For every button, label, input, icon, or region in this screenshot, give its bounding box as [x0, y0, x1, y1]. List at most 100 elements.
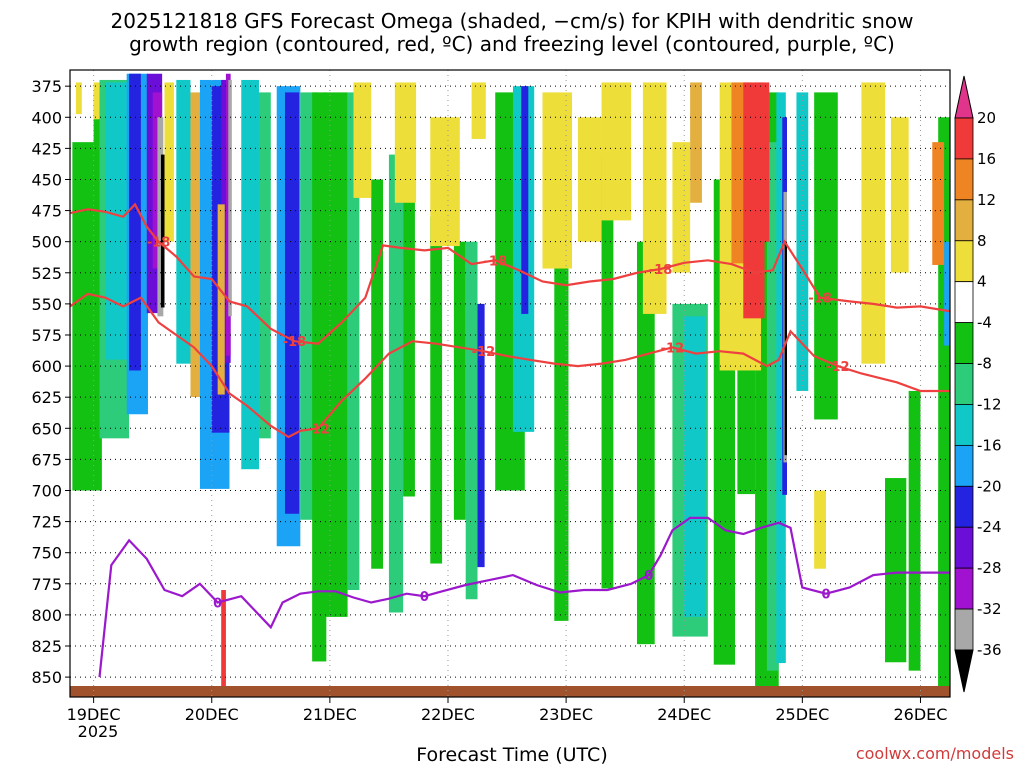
omega-streak: [642, 82, 667, 314]
contour-label-0: 0: [213, 596, 222, 611]
omega-streak: [477, 303, 485, 568]
x-tick-label: 25DEC: [775, 705, 829, 724]
contour-label-0: 0: [821, 588, 830, 603]
y-tick-label: 800: [31, 606, 62, 625]
contour--12: [70, 292, 950, 439]
omega-streak: [157, 117, 164, 317]
omega-streak: [690, 82, 702, 203]
y-tick-label: 775: [31, 575, 62, 594]
omega-streak: [554, 216, 569, 621]
omega-streak: [672, 142, 691, 273]
contour-label--18: -18: [808, 292, 832, 307]
contour-label--12: -12: [661, 341, 685, 356]
colorbar-bottom-triangle: [954, 649, 974, 693]
omega-streak: [776, 92, 786, 664]
y-tick-label: 425: [31, 139, 62, 158]
omega-streak: [601, 154, 614, 589]
omega-streak: [755, 82, 770, 242]
omega-streak: [944, 241, 950, 346]
colorbar-bin: [954, 404, 974, 446]
omega-streak: [353, 82, 372, 198]
contour--18: [70, 202, 950, 345]
colorbar-label: -28: [977, 559, 1002, 577]
omega-streak: [403, 167, 415, 497]
colorbar-label: 12: [977, 191, 996, 209]
omega-streak: [164, 82, 174, 242]
contour-label--18: -18: [283, 335, 307, 350]
contour-lines: [70, 202, 950, 678]
y-tick-label: 650: [31, 419, 62, 438]
omega-streak: [814, 92, 838, 420]
omega-streak: [241, 79, 259, 470]
x-axis-label: Forecast Time (UTC): [416, 744, 608, 766]
omega-streak: [636, 241, 655, 645]
omega-streak: [861, 82, 886, 364]
omega-streak: [542, 92, 573, 269]
omega-streak: [217, 204, 225, 395]
chart-title-line2: growth region (contoured, red, ºC) and f…: [129, 32, 895, 56]
contour-label--18: -18: [483, 254, 507, 269]
omega-streak: [601, 82, 632, 221]
x-tick-label: 23DEC: [539, 705, 593, 724]
omega-streak: [784, 241, 787, 456]
omega-streak: [312, 92, 327, 662]
contour-label-0: 0: [644, 569, 653, 584]
omega-streak: [129, 73, 141, 371]
y-tick-label: 850: [31, 668, 62, 687]
omega-streak: [465, 241, 478, 600]
omega-streak: [221, 590, 226, 688]
colorbar-bin: [954, 199, 974, 242]
contour-label--12: -12: [826, 360, 850, 375]
omega-streak: [796, 92, 809, 391]
omega-streak: [176, 79, 191, 364]
colorbar-bin: [954, 240, 974, 283]
omega-streak: [371, 179, 384, 569]
x-tick-label: 21DEC: [303, 705, 357, 724]
colorbar-label: -24: [977, 518, 1002, 536]
colorbar-bin: [954, 526, 974, 569]
year-label: 2025: [78, 722, 119, 741]
x-tick-label: 24DEC: [657, 705, 711, 724]
contour-labels: -18 -18 -18 -18 -18 -12 -12 -12 -12 0 0 0 0: [147, 236, 850, 612]
colorbar-label: -4: [977, 314, 992, 332]
y-tick-label: 625: [31, 388, 62, 407]
x-tick-label: 22DEC: [421, 705, 475, 724]
colorbar-label: -36: [977, 641, 1002, 659]
omega-streak: [453, 241, 466, 520]
colorbar-bin: [954, 567, 974, 610]
y-tick-label: 825: [31, 637, 62, 656]
credit-text: coolwx.com/models: [855, 744, 1014, 763]
y-tick-label: 500: [31, 233, 62, 252]
contour-label--12: -12: [472, 345, 496, 360]
colorbar-label: -12: [977, 395, 1002, 413]
contour-label-0: 0: [420, 590, 429, 605]
colorbar-top-triangle: [954, 75, 974, 119]
colorbar-label: -20: [977, 477, 1002, 495]
contour-label--18: -18: [649, 263, 673, 278]
omega-streak: [93, 92, 106, 395]
colorbar-bin: [954, 117, 974, 160]
y-tick-label: 600: [31, 357, 62, 376]
grid-lines: [70, 70, 950, 697]
x-tick-label: 26DEC: [893, 705, 947, 724]
omega-streak: [908, 390, 921, 671]
omega-streak: [430, 216, 443, 564]
omega-streak: [323, 92, 348, 617]
colorbar-label: 20: [977, 109, 996, 127]
colorbar-bin: [954, 158, 974, 201]
terrain-strip: [70, 686, 950, 697]
omega-streak: [75, 82, 82, 115]
colorbar-label: 4: [977, 273, 987, 291]
colorbar-label: -32: [977, 600, 1002, 618]
colorbar-label: 16: [977, 150, 996, 168]
y-tick-label: 675: [31, 450, 62, 469]
y-tick-label: 375: [31, 77, 62, 96]
colorbar-bin: [954, 608, 974, 651]
colorbar-bin: [954, 485, 974, 528]
omega-streak: [388, 154, 404, 613]
x-tick-label: 20DEC: [185, 705, 239, 724]
omega-streak: [521, 86, 529, 314]
omega-streak: [93, 82, 100, 120]
omega-streak: [394, 82, 417, 203]
